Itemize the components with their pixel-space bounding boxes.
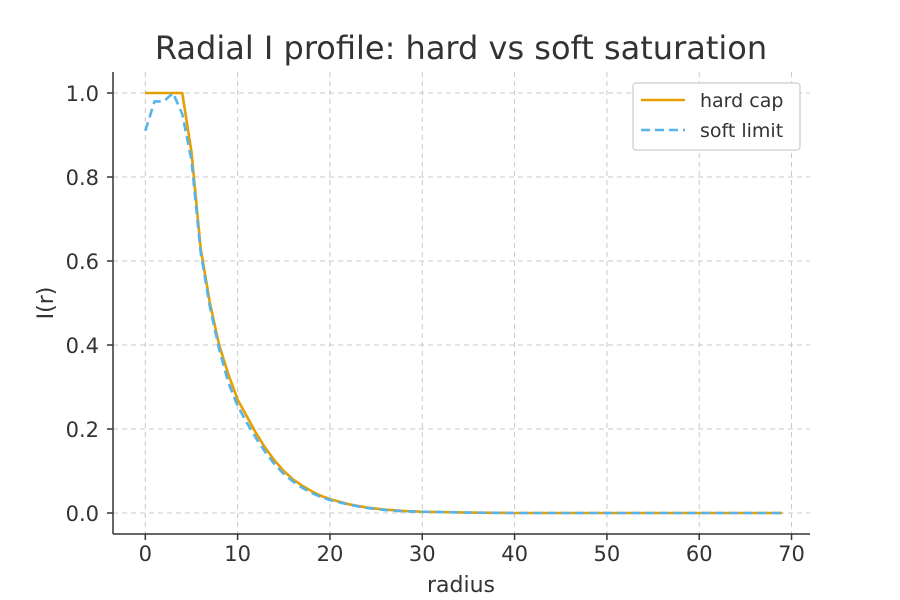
- y-axis-label: I(r): [34, 287, 59, 320]
- y-tick-label: 0.8: [66, 166, 99, 190]
- x-tick-label: 10: [224, 542, 251, 566]
- legend-label: hard cap: [700, 90, 783, 112]
- y-tick-label: 0.4: [66, 334, 99, 358]
- axes: 0 10 20 30 40 50 60 70 0.0 0.2 0.4 0.6 0.8 1.0: [66, 72, 810, 566]
- legend-label: soft limit: [700, 120, 783, 142]
- x-tick-label: 60: [686, 542, 713, 566]
- x-tick-label: 40: [501, 542, 528, 566]
- x-tick-label: 20: [317, 542, 344, 566]
- x-tick-label: 70: [778, 542, 805, 566]
- x-tick-label: 30: [409, 542, 436, 566]
- y-tick-label: 0.0: [66, 502, 99, 526]
- y-tick-label: 0.2: [66, 418, 99, 442]
- series-line-soft-limit: [144, 91, 783, 515]
- series-layer: [144, 91, 783, 515]
- y-tick-label: 0.6: [66, 250, 99, 274]
- series-line-hard-cap: [145, 91, 783, 515]
- x-axis-label: radius: [427, 573, 495, 598]
- x-tick-label: 50: [594, 542, 621, 566]
- x-tick-label: 0: [139, 542, 152, 566]
- legend: hard cap soft limit: [632, 82, 801, 151]
- chart-title: Radial I profile: hard vs soft saturatio…: [155, 29, 767, 67]
- y-tick-label: 1.0: [66, 82, 99, 106]
